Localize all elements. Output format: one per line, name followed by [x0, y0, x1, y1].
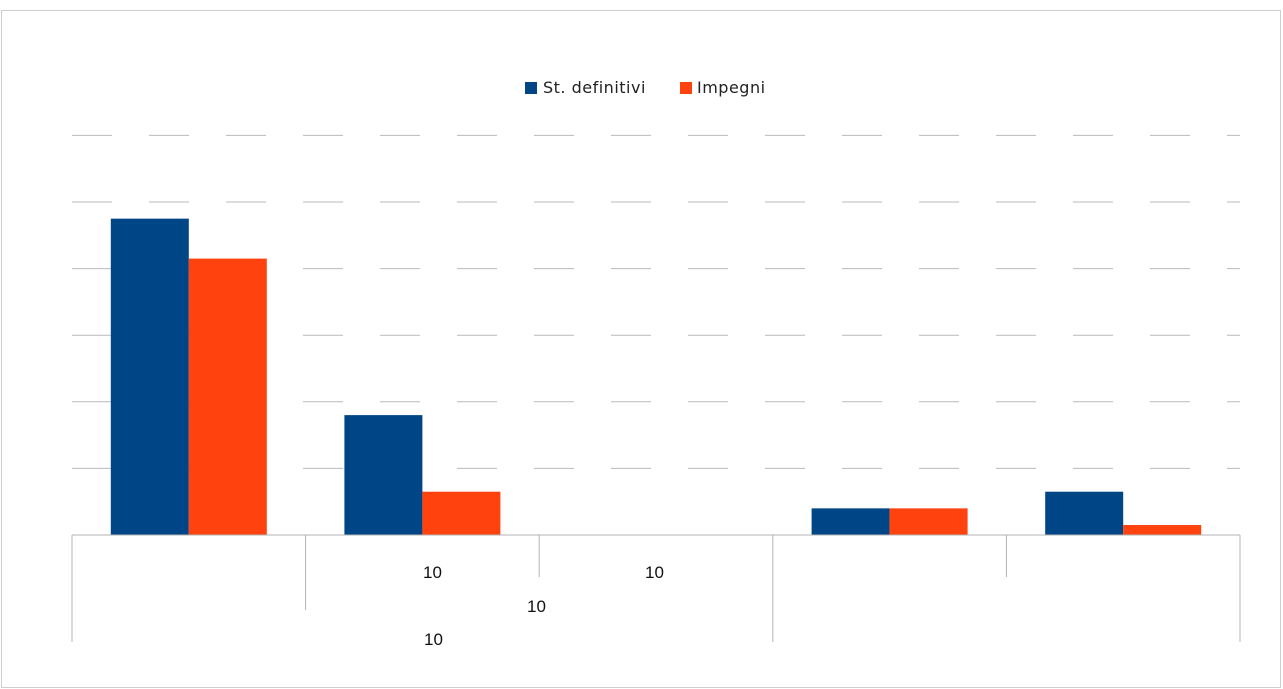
- legend-label-impegni: Impegni: [697, 78, 766, 97]
- category-label: 10: [645, 563, 664, 582]
- legend: St. definitivi Impegni: [525, 78, 766, 97]
- bar: [422, 491, 501, 535]
- category-axis: [71, 534, 1241, 642]
- category-label: 10: [423, 563, 442, 582]
- category-labels: 10 10 10 10: [423, 563, 664, 649]
- bar: [110, 218, 189, 535]
- bar: [811, 508, 890, 535]
- legend-swatch-st-definitivi: [525, 82, 537, 94]
- legend-label-st-definitivi: St. definitivi: [543, 78, 646, 97]
- bar: [1045, 491, 1124, 535]
- bar: [889, 508, 968, 535]
- category-label: 10: [527, 597, 546, 616]
- bar: [344, 415, 423, 535]
- bar: [1123, 525, 1202, 535]
- bar: [188, 258, 267, 535]
- bars: [110, 218, 1202, 535]
- category-label: 10: [424, 630, 443, 649]
- legend-swatch-impegni: [680, 82, 692, 94]
